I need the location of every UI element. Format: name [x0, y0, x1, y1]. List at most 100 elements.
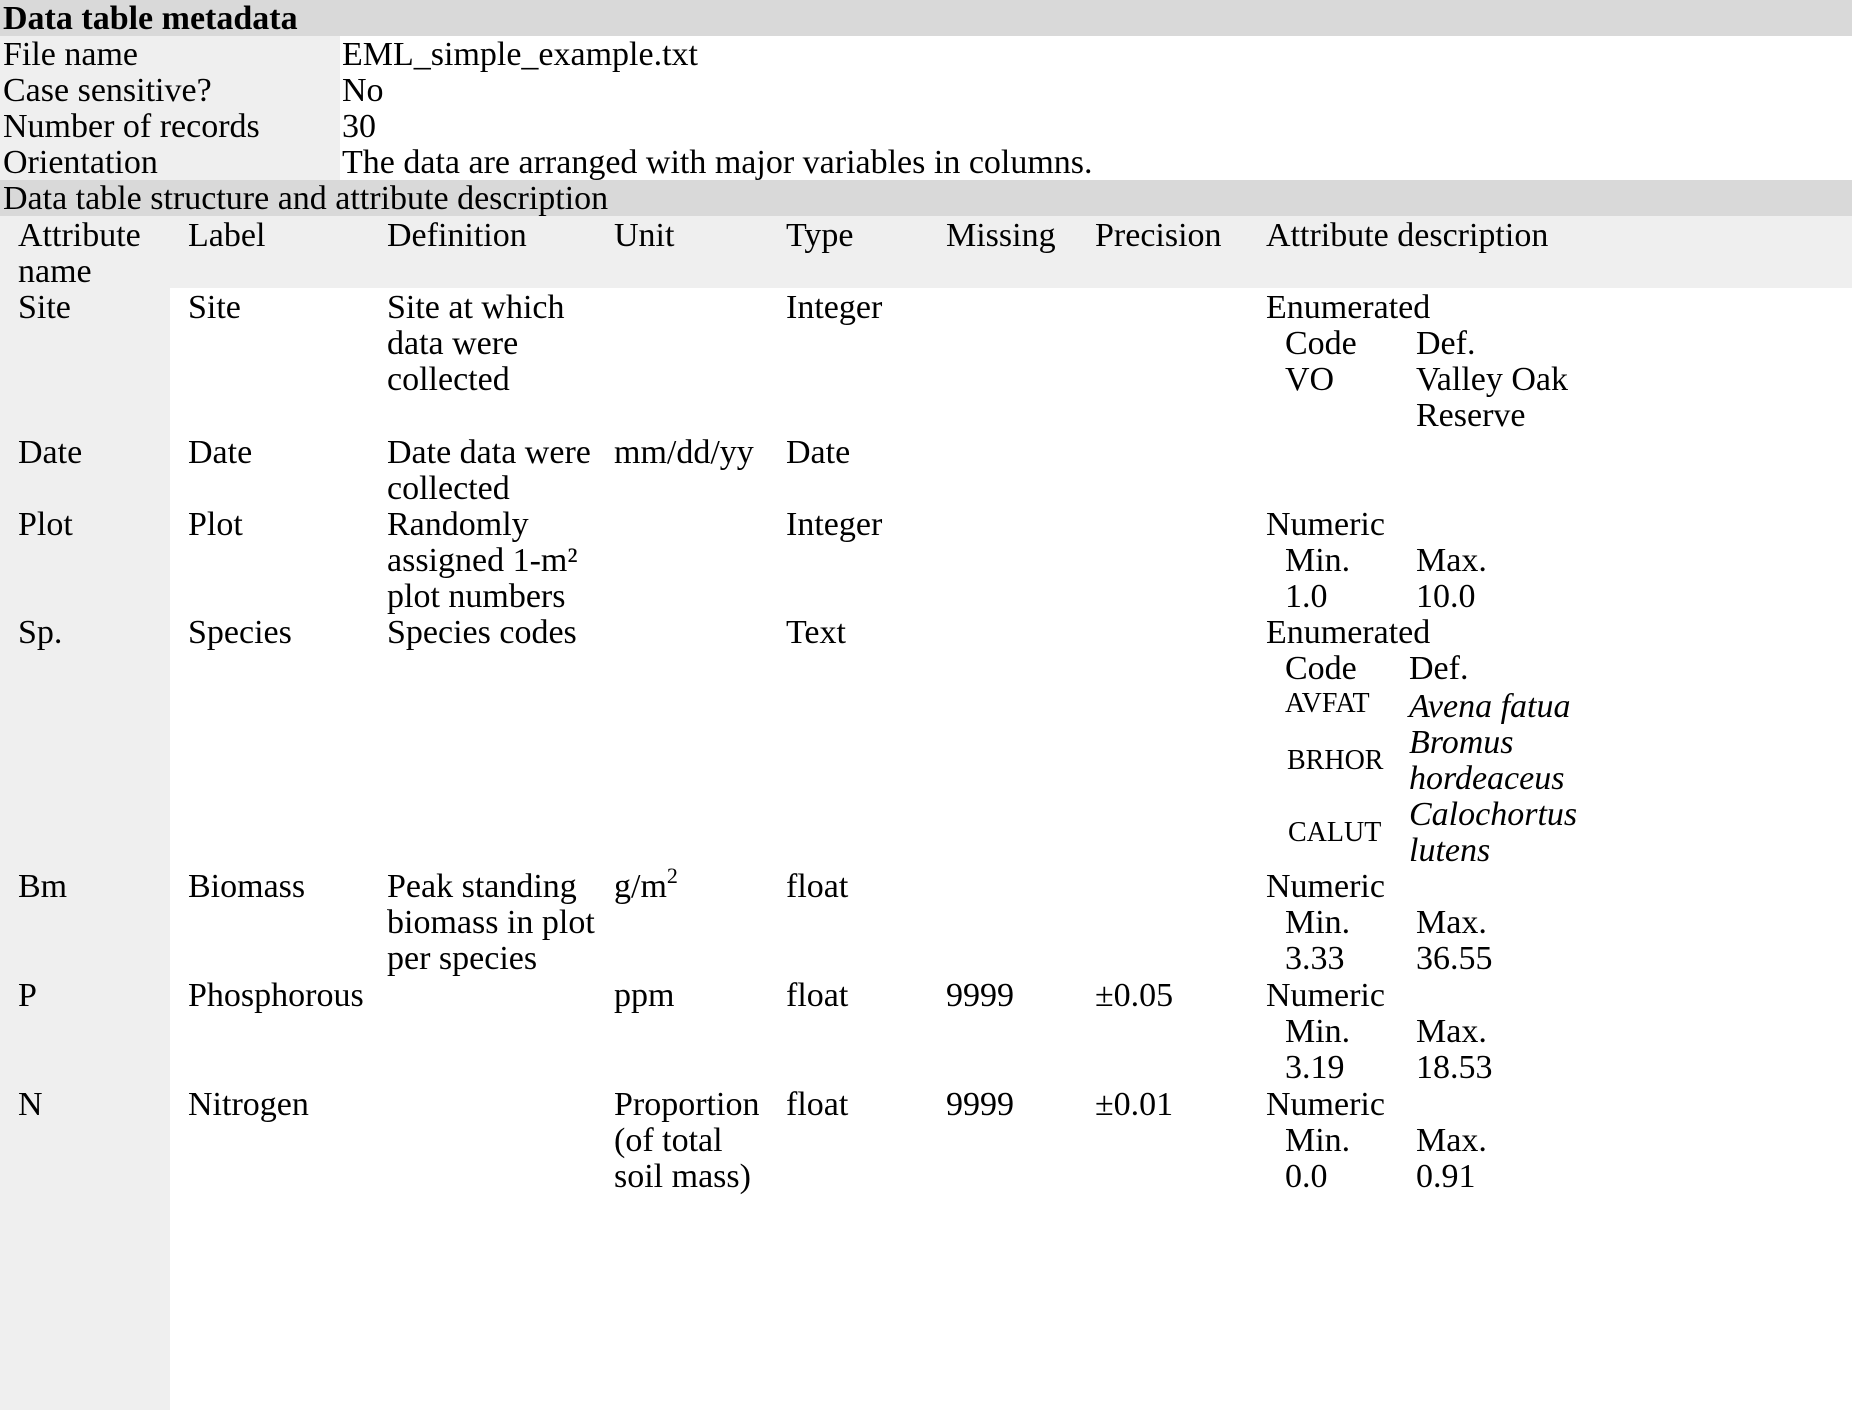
row-biomass-unit: g/m2: [614, 865, 678, 908]
row-species-code-avfat: AVFAT: [1285, 688, 1370, 719]
row-date-label: Date: [188, 434, 253, 471]
row-biomass-definition-line1: Peak standing: [387, 868, 577, 905]
row-date-type: Date: [786, 434, 851, 471]
row-site-def-vo-line2: Reserve: [1416, 397, 1526, 434]
row-biomass-max-value: 36.55: [1416, 940, 1493, 977]
row-species-definition: Species codes: [387, 614, 577, 651]
row-site-definition-line1: Site at which: [387, 289, 565, 326]
row-species-def-avfat: Avena fatua: [1409, 688, 1571, 725]
column-header-attribute-name-line2: name: [18, 253, 92, 290]
row-biomass-type: float: [786, 868, 849, 905]
row-nitrogen-max-value: 0.91: [1416, 1158, 1476, 1195]
metadata-value-case-sensitive: No: [342, 72, 384, 109]
metadata-value-orientation: The data are arranged with major variabl…: [342, 144, 1093, 181]
row-plot-definition-line3: plot numbers: [387, 578, 566, 615]
row-plot-desc-header-min: Min.: [1285, 542, 1351, 579]
row-species-name: Sp.: [18, 614, 63, 651]
row-species-code-brhor: BRHOR: [1287, 745, 1384, 776]
row-plot-desc-header-max: Max.: [1416, 542, 1487, 579]
row-phosphorous-missing: 9999: [946, 977, 1014, 1014]
row-phosphorous-name: P: [18, 977, 37, 1014]
row-biomass-unit-superscript: 2: [666, 863, 678, 888]
row-nitrogen-desc-header-min: Min.: [1285, 1122, 1351, 1159]
row-site-desc-header-code: Code: [1285, 325, 1357, 362]
metadata-heading-band: [0, 0, 1852, 36]
row-species-label: Species: [188, 614, 292, 651]
row-date-definition-line2: collected: [387, 470, 510, 507]
row-site-label: Site: [188, 289, 241, 326]
row-phosphorous-max-value: 18.53: [1416, 1049, 1493, 1086]
metadata-label-case-sensitive: Case sensitive?: [3, 72, 212, 109]
row-nitrogen-type: float: [786, 1086, 849, 1123]
row-plot-name: Plot: [18, 506, 73, 543]
row-plot-definition-line1: Randomly: [387, 506, 529, 543]
structure-heading-band: [0, 180, 1852, 216]
row-nitrogen-desc-kind: Numeric: [1266, 1086, 1385, 1123]
column-header-unit: Unit: [614, 217, 675, 254]
row-plot-definition-line2: assigned 1-m²: [387, 542, 578, 579]
row-site-definition-line2: data were: [387, 325, 519, 362]
row-species-desc-header-code: Code: [1285, 650, 1357, 687]
row-nitrogen-min-value: 0.0: [1285, 1158, 1328, 1195]
row-biomass-desc-kind: Numeric: [1266, 868, 1385, 905]
metadata-value-number-of-records: 30: [342, 108, 376, 145]
row-nitrogen-unit-line2: (of total: [614, 1122, 723, 1159]
row-site-desc-kind: Enumerated: [1266, 289, 1431, 326]
row-phosphorous-label: Phosphorous: [188, 977, 364, 1014]
row-species-type: Text: [786, 614, 846, 651]
row-biomass-unit-base: g/m: [614, 868, 667, 905]
row-phosphorous-precision: ±0.05: [1095, 977, 1174, 1014]
row-plot-desc-kind: Numeric: [1266, 506, 1385, 543]
row-nitrogen-precision: ±0.01: [1095, 1086, 1174, 1123]
row-nitrogen-label: Nitrogen: [188, 1086, 309, 1123]
row-biomass-definition-line2: biomass in plot: [387, 904, 595, 941]
row-plot-type: Integer: [786, 506, 883, 543]
metadata-heading: Data table metadata: [3, 0, 298, 37]
row-date-name: Date: [18, 434, 83, 471]
row-species-code-calut: CALUT: [1288, 817, 1382, 848]
column-header-label: Label: [188, 217, 266, 254]
metadata-label-number-of-records: Number of records: [3, 108, 260, 145]
row-plot-min-value: 1.0: [1285, 578, 1328, 615]
row-species-desc-header-def: Def.: [1409, 650, 1469, 687]
row-biomass-min-value: 3.33: [1285, 940, 1345, 977]
row-phosphorous-unit: ppm: [614, 977, 675, 1014]
row-biomass-desc-header-max: Max.: [1416, 904, 1487, 941]
row-phosphorous-desc-header-max: Max.: [1416, 1013, 1487, 1050]
column-header-precision: Precision: [1095, 217, 1222, 254]
attribute-name-column-bg: [0, 288, 170, 1410]
row-site-definition-line3: collected: [387, 361, 510, 398]
row-species-def-brhor-line1: Bromus: [1409, 724, 1514, 761]
row-date-definition-line1: Date data were: [387, 434, 591, 471]
row-site-type: Integer: [786, 289, 883, 326]
row-phosphorous-type: float: [786, 977, 849, 1014]
row-site-name: Site: [18, 289, 71, 326]
metadata-value-file-name: EML_simple_example.txt: [342, 36, 698, 73]
metadata-label-orientation: Orientation: [3, 144, 158, 181]
row-phosphorous-desc-kind: Numeric: [1266, 977, 1385, 1014]
row-nitrogen-missing: 9999: [946, 1086, 1014, 1123]
row-nitrogen-unit-line1: Proportion: [614, 1086, 760, 1123]
row-biomass-desc-header-min: Min.: [1285, 904, 1351, 941]
row-species-def-calut-line1: Calochortus: [1409, 796, 1578, 833]
row-biomass-definition-line3: per species: [387, 940, 538, 977]
column-header-row-bg: [0, 216, 1852, 288]
column-header-attribute-name-line1: Attribute: [18, 217, 141, 254]
column-header-type: Type: [786, 217, 854, 254]
row-date-unit: mm/dd/yy: [614, 434, 754, 471]
structure-heading: Data table structure and attribute descr…: [3, 180, 609, 217]
metadata-label-column-bg: [0, 36, 340, 180]
column-header-attribute-description: Attribute description: [1266, 217, 1549, 254]
row-plot-max-value: 10.0: [1416, 578, 1476, 615]
column-header-definition: Definition: [387, 217, 527, 254]
row-species-desc-kind: Enumerated: [1266, 614, 1431, 651]
row-biomass-name: Bm: [18, 868, 68, 905]
row-phosphorous-min-value: 3.19: [1285, 1049, 1345, 1086]
row-site-code-vo: VO: [1285, 361, 1335, 398]
row-plot-label: Plot: [188, 506, 243, 543]
row-biomass-label: Biomass: [188, 868, 306, 905]
column-header-missing: Missing: [946, 217, 1056, 254]
metadata-label-file-name: File name: [3, 36, 139, 73]
row-site-def-vo-line1: Valley Oak: [1416, 361, 1569, 398]
row-species-def-calut-line2: lutens: [1409, 832, 1491, 869]
